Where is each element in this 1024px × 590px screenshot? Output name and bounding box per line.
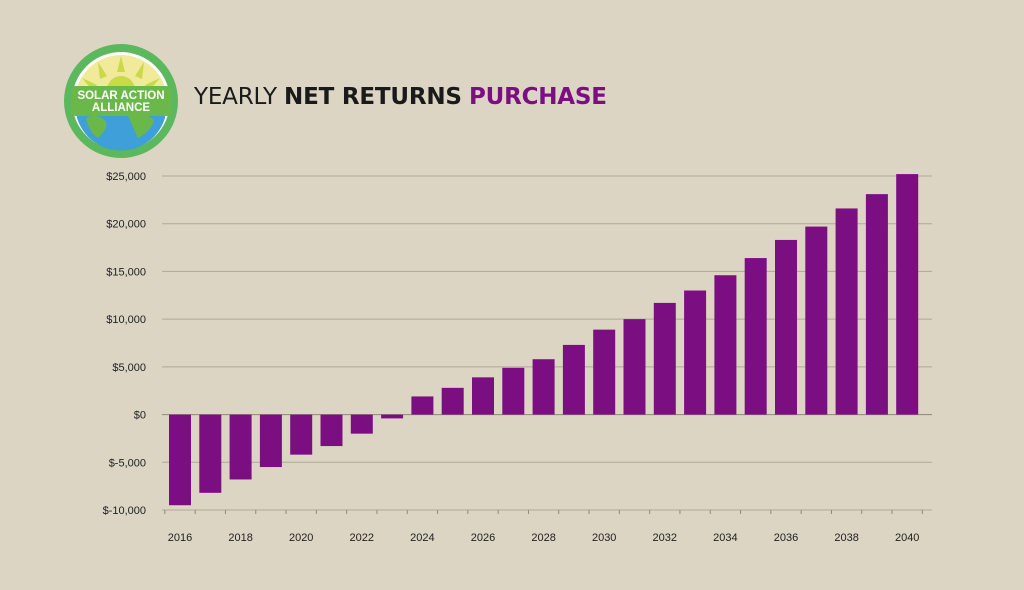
bar-2038 xyxy=(835,208,858,415)
bar-2017 xyxy=(199,414,222,493)
title-part-yearly: YEARLY xyxy=(194,84,277,110)
bar-2040 xyxy=(896,174,919,415)
y-tick-label: $25,000 xyxy=(106,171,146,183)
bar-2024 xyxy=(411,396,434,415)
bar-2037 xyxy=(805,226,828,415)
bar-2032 xyxy=(653,302,676,415)
x-tick-label: 2026 xyxy=(471,532,495,544)
bar-2016 xyxy=(169,414,191,506)
bar-2029 xyxy=(562,344,585,415)
title-part-purchase: PURCHASE xyxy=(468,84,607,110)
x-tick-label: 2024 xyxy=(410,532,434,544)
title-part-net-returns: NET RETURNS xyxy=(284,84,462,110)
y-tick-label: $20,000 xyxy=(106,219,146,231)
y-axis-ticks: $-10,000 $-5,000 $0 $5,000 $10,000 $15,000 $20… xyxy=(103,171,146,517)
x-tick-label: 2016 xyxy=(168,532,192,544)
x-tick-label: 2028 xyxy=(531,532,555,544)
bar-2025 xyxy=(441,387,464,415)
bar-2034 xyxy=(714,275,737,415)
bar-2019 xyxy=(259,414,282,468)
solar-action-alliance-logo: SOLAR ACTION ALLIANCE xyxy=(64,44,178,158)
logo-text-line2: ALLIANCE xyxy=(92,102,150,114)
y-tick-label: $15,000 xyxy=(106,266,146,278)
x-tick-label: 2036 xyxy=(774,532,798,544)
x-axis-ticks: 2016 2018 2020 2022 2024 2026 2028 2030 2032 2034… xyxy=(168,532,920,544)
x-tick-label: 2030 xyxy=(592,532,616,544)
x-tick-label: 2038 xyxy=(834,532,858,544)
bar-series xyxy=(169,174,919,506)
y-tick-label: $-5,000 xyxy=(109,457,146,469)
bar-2026 xyxy=(472,377,494,415)
bar-2022 xyxy=(350,414,373,434)
bar-2030 xyxy=(593,329,616,415)
bar-2035 xyxy=(744,258,767,415)
bar-2031 xyxy=(623,319,646,415)
bar-2023 xyxy=(381,414,404,419)
bar-2033 xyxy=(684,290,707,415)
x-tick-label: 2034 xyxy=(713,532,737,544)
x-tick-label: 2020 xyxy=(289,532,313,544)
bar-2018 xyxy=(229,414,252,480)
y-tick-label: $10,000 xyxy=(106,314,146,326)
y-tick-label: $5,000 xyxy=(112,362,146,374)
logo-text-line1: SOLAR ACTION xyxy=(77,90,164,102)
bar-2020 xyxy=(290,414,313,455)
globe-icon xyxy=(77,112,165,151)
bar-2039 xyxy=(865,194,888,415)
logo-banner xyxy=(71,86,171,116)
bar-2021 xyxy=(320,414,343,447)
bar-2027 xyxy=(502,367,525,415)
bar-2036 xyxy=(775,239,797,415)
x-tick-label: 2032 xyxy=(653,532,677,544)
x-tick-label: 2040 xyxy=(895,532,919,544)
y-tick-label: $-10,000 xyxy=(103,505,146,517)
bar-2028 xyxy=(532,359,555,415)
y-tick-label: $0 xyxy=(134,410,146,422)
x-tick-label: 2018 xyxy=(228,532,252,544)
x-tick-label: 2022 xyxy=(350,532,374,544)
chart-title: YEARLY NET RETURNS PURCHASE xyxy=(194,84,607,110)
